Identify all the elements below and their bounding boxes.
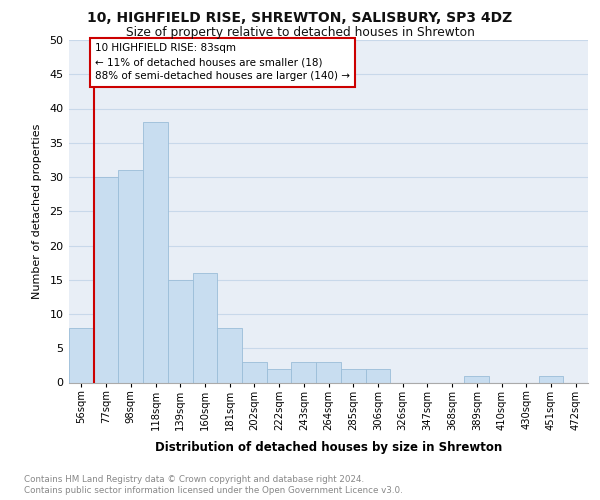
- Bar: [193, 273, 217, 382]
- Bar: [365, 369, 390, 382]
- Bar: [118, 170, 143, 382]
- Text: 10 HIGHFIELD RISE: 83sqm
← 11% of detached houses are smaller (18)
88% of semi-d: 10 HIGHFIELD RISE: 83sqm ← 11% of detach…: [95, 44, 350, 82]
- Bar: [94, 177, 118, 382]
- Text: Contains HM Land Registry data © Crown copyright and database right 2024.: Contains HM Land Registry data © Crown c…: [24, 475, 364, 484]
- Bar: [316, 362, 341, 382]
- X-axis label: Distribution of detached houses by size in Shrewton: Distribution of detached houses by size …: [155, 441, 502, 454]
- Bar: [217, 328, 242, 382]
- Bar: [341, 369, 365, 382]
- Bar: [143, 122, 168, 382]
- Bar: [539, 376, 563, 382]
- Bar: [464, 376, 489, 382]
- Bar: [292, 362, 316, 382]
- Y-axis label: Number of detached properties: Number of detached properties: [32, 124, 43, 299]
- Bar: [242, 362, 267, 382]
- Bar: [69, 328, 94, 382]
- Text: Contains public sector information licensed under the Open Government Licence v3: Contains public sector information licen…: [24, 486, 403, 495]
- Bar: [267, 369, 292, 382]
- Bar: [168, 280, 193, 382]
- Text: 10, HIGHFIELD RISE, SHREWTON, SALISBURY, SP3 4DZ: 10, HIGHFIELD RISE, SHREWTON, SALISBURY,…: [88, 11, 512, 25]
- Text: Size of property relative to detached houses in Shrewton: Size of property relative to detached ho…: [125, 26, 475, 39]
